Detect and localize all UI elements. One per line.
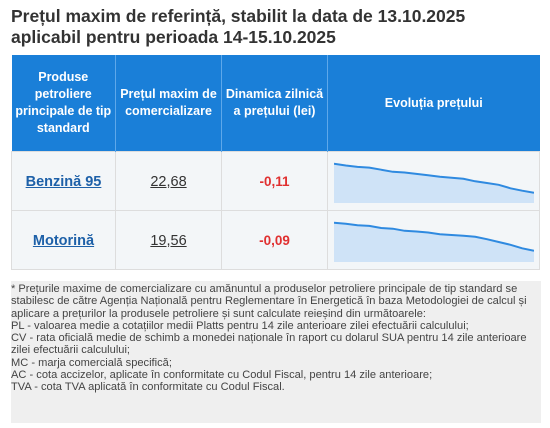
footnote-mc: MC - marja comercială specifică; xyxy=(11,356,172,369)
header-price-evolution: Evoluția prețului xyxy=(327,55,540,152)
sparkline-line xyxy=(333,221,534,252)
price-link-motorina[interactable]: 19,56 xyxy=(150,232,187,249)
header-max-price: Prețul maxim de comercializare xyxy=(115,55,222,152)
page-title: Prețul maxim de referință, stabilit la d… xyxy=(11,6,541,48)
daily-change-motorina: -0,09 xyxy=(259,233,290,248)
trend-cell xyxy=(327,151,540,211)
sparkline-area xyxy=(333,163,534,203)
change-cell: -0,11 xyxy=(221,151,328,211)
title-line-2: aplicabil pentru perioada 14-15.10.2025 xyxy=(11,27,336,47)
footnote-ac: AC - cota accizelor, aplicate în conform… xyxy=(11,369,433,382)
footnote-cv: CV - rata oficială medie de schimb a mon… xyxy=(11,332,527,357)
product-cell: Motorină xyxy=(11,210,116,270)
sparkline-area xyxy=(333,222,534,262)
trend-cell xyxy=(327,210,540,270)
price-table: Produse petroliere principale de tip sta… xyxy=(11,55,540,270)
footnote-pl: PL - valoarea medie a cotațiilor medii P… xyxy=(11,319,469,332)
footnote-tva: TVA - cota TVA aplicată în conformitate … xyxy=(11,381,285,394)
product-link-benzina-95[interactable]: Benzină 95 xyxy=(25,173,102,190)
header-products: Produse petroliere principale de tip sta… xyxy=(11,55,116,152)
daily-change-benzina-95: -0,11 xyxy=(259,174,290,189)
price-cell: 19,56 xyxy=(115,210,222,270)
footnote: * Prețurile maxime de comercializare cu … xyxy=(11,281,541,423)
header-daily-change: Dinamica zilnică a prețului (lei) xyxy=(221,55,328,152)
change-cell: -0,09 xyxy=(221,210,328,270)
product-link-motorina[interactable]: Motorină xyxy=(32,232,95,249)
title-line-1: Prețul maxim de referință, stabilit la d… xyxy=(11,6,466,26)
sparkline-benzina-95 xyxy=(333,162,534,203)
product-cell: Benzină 95 xyxy=(11,151,116,211)
sparkline-motorina xyxy=(333,221,534,262)
table-row: Benzină 95 22,68 -0,11 xyxy=(11,151,540,211)
sparkline-line xyxy=(333,162,534,194)
footnote-intro: * Prețurile maxime de comercializare cu … xyxy=(11,283,527,320)
table-header-row: Produse petroliere principale de tip sta… xyxy=(11,55,540,152)
price-link-benzina-95[interactable]: 22,68 xyxy=(150,173,187,190)
price-cell: 22,68 xyxy=(115,151,222,211)
table-row: Motorină 19,56 -0,09 xyxy=(11,210,540,270)
